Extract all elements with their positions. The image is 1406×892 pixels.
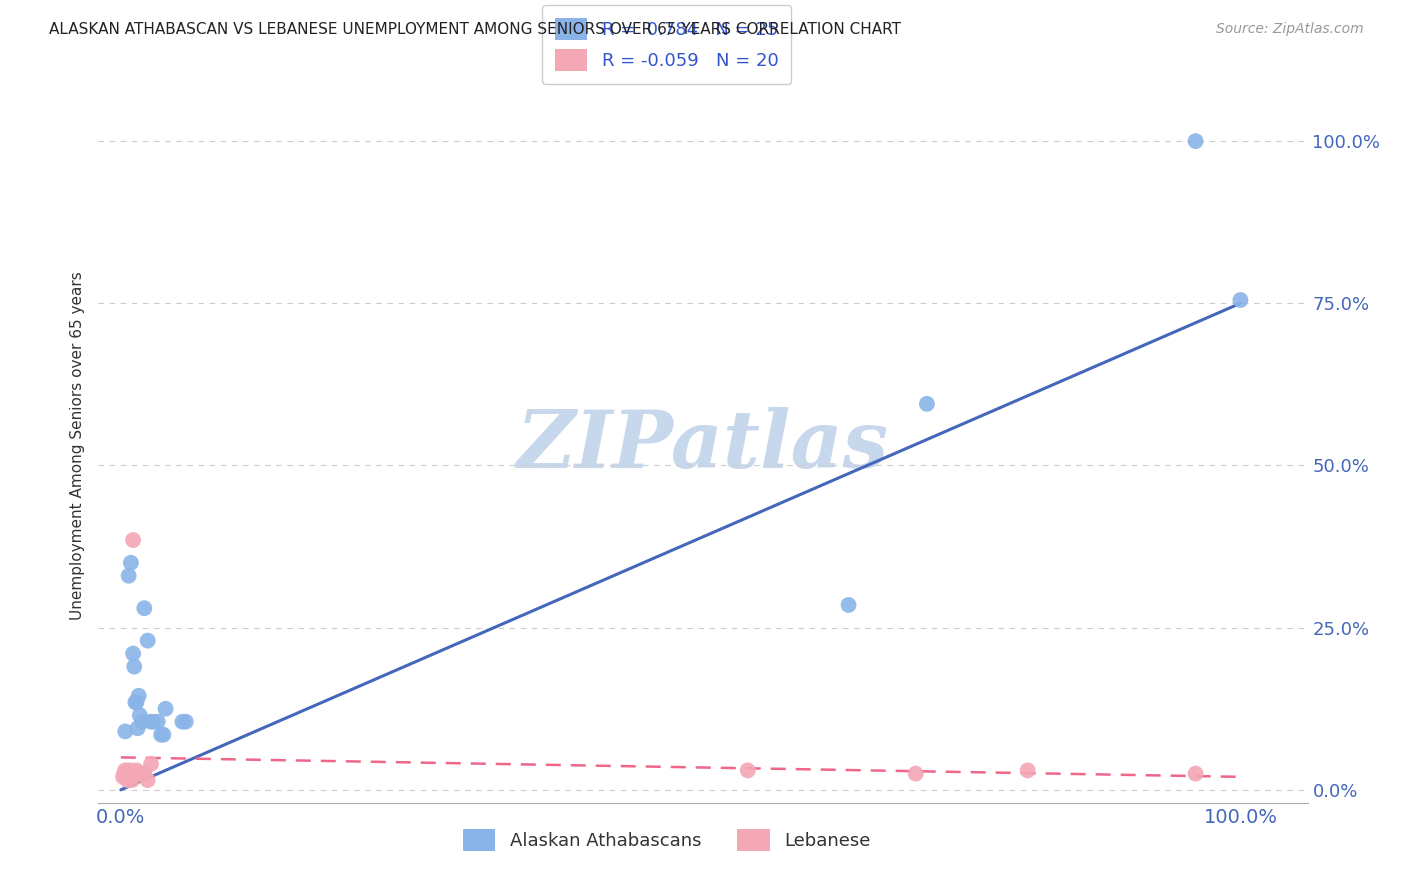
- Point: [134, 766, 156, 780]
- Point: [114, 764, 136, 778]
- Point: [838, 598, 860, 612]
- Point: [122, 647, 145, 661]
- Point: [124, 695, 146, 709]
- Point: [1229, 293, 1251, 307]
- Point: [152, 728, 174, 742]
- Legend: Alaskan Athabascans, Lebanese: Alaskan Athabascans, Lebanese: [456, 822, 877, 858]
- Point: [118, 764, 141, 778]
- Point: [139, 756, 162, 771]
- Point: [112, 766, 135, 780]
- Point: [112, 770, 135, 784]
- Point: [120, 770, 142, 784]
- Point: [150, 728, 173, 742]
- Point: [136, 773, 159, 788]
- Point: [122, 533, 145, 547]
- Point: [915, 397, 938, 411]
- Point: [120, 556, 142, 570]
- Point: [134, 601, 156, 615]
- Point: [125, 764, 148, 778]
- Point: [146, 714, 169, 729]
- Point: [127, 721, 149, 735]
- Point: [1184, 134, 1206, 148]
- Point: [172, 714, 194, 729]
- Point: [174, 714, 197, 729]
- Point: [125, 695, 148, 709]
- Point: [118, 568, 141, 582]
- Text: ALASKAN ATHABASCAN VS LEBANESE UNEMPLOYMENT AMONG SENIORS OVER 65 YEARS CORRELAT: ALASKAN ATHABASCAN VS LEBANESE UNEMPLOYM…: [49, 22, 901, 37]
- Point: [136, 633, 159, 648]
- Point: [155, 702, 177, 716]
- Point: [1184, 766, 1206, 780]
- Point: [131, 766, 153, 780]
- Point: [142, 714, 165, 729]
- Point: [114, 724, 136, 739]
- Point: [115, 770, 138, 784]
- Point: [128, 689, 150, 703]
- Point: [904, 766, 927, 780]
- Point: [1017, 764, 1039, 778]
- Y-axis label: Unemployment Among Seniors over 65 years: Unemployment Among Seniors over 65 years: [69, 272, 84, 620]
- Point: [139, 714, 162, 729]
- Point: [128, 708, 150, 723]
- Point: [122, 659, 145, 673]
- Text: ZIPatlas: ZIPatlas: [517, 408, 889, 484]
- Text: Source: ZipAtlas.com: Source: ZipAtlas.com: [1216, 22, 1364, 37]
- Point: [117, 773, 139, 788]
- Point: [118, 766, 141, 780]
- Point: [127, 766, 149, 780]
- Point: [737, 764, 759, 778]
- Point: [121, 773, 143, 788]
- Point: [131, 714, 153, 729]
